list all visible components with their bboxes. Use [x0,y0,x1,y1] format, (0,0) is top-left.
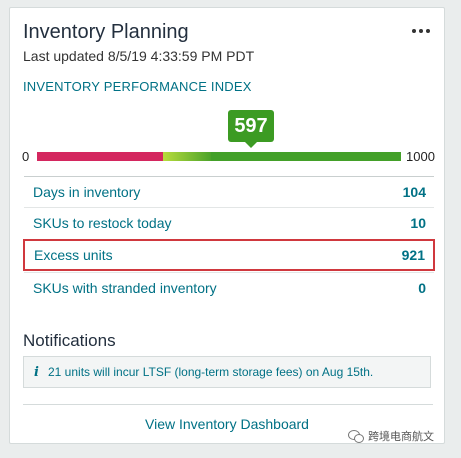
ipi-scale-max: 1000 [406,149,435,164]
ipi-bar-mid-segment [163,152,211,161]
metric-label[interactable]: Days in inventory [33,184,141,200]
metric-value[interactable]: 10 [410,215,426,231]
footer-divider [23,404,433,405]
notification-item[interactable]: i 21 units will incur LTSF (long-term st… [23,356,431,388]
last-updated-text: Last updated 8/5/19 4:33:59 PM PDT [23,48,255,64]
notifications-heading: Notifications [23,331,116,350]
metrics-list: Days in inventory 104 SKUs to restock to… [23,176,435,303]
ipi-scale-min: 0 [22,149,30,164]
metric-row-skus-to-restock[interactable]: SKUs to restock today 10 [24,207,434,238]
watermark: 跨境电商航文 [348,428,434,444]
metric-row-stranded-inventory[interactable]: SKUs with stranded inventory 0 [24,272,434,303]
notification-text[interactable]: 21 units will incur LTSF (long-term stor… [48,365,374,379]
watermark-text: 跨境电商航文 [368,431,434,443]
metric-value[interactable]: 104 [402,184,426,200]
metric-value[interactable]: 921 [401,247,425,263]
info-icon: i [34,364,39,380]
ipi-progress-bar [37,152,401,161]
view-inventory-dashboard-link[interactable]: View Inventory Dashboard [145,416,309,432]
ipi-bar-high-segment [211,152,401,161]
wechat-icon [348,429,364,443]
more-options-icon[interactable] [410,24,432,38]
inventory-planning-card: Inventory Planning Last updated 8/5/19 4… [9,7,445,444]
metric-label[interactable]: SKUs to restock today [33,215,172,231]
metric-label[interactable]: Excess units [34,247,113,263]
ipi-score-badge: 597 [228,110,274,148]
metric-row-excess-units[interactable]: Excess units 921 [23,239,435,271]
ipi-bar-low-segment [37,152,163,161]
ipi-heading: INVENTORY PERFORMANCE INDEX [23,79,252,94]
metric-value[interactable]: 0 [418,280,426,296]
metric-label[interactable]: SKUs with stranded inventory [33,280,217,296]
card-title: Inventory Planning [23,21,189,43]
metric-row-days-in-inventory[interactable]: Days in inventory 104 [24,176,434,207]
